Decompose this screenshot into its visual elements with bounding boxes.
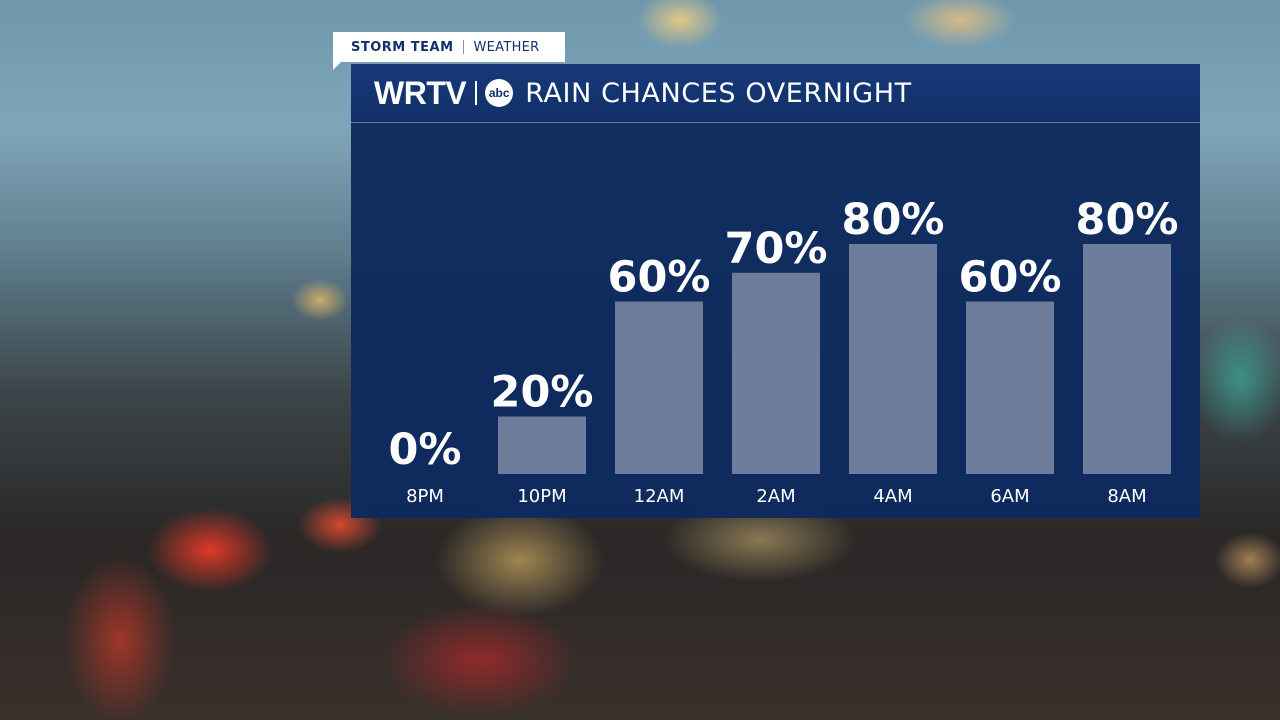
panel-header: WRTV abc RAIN CHANCES OVERNIGHT [351, 64, 1200, 123]
bar-4am [849, 244, 937, 474]
value-label-2am: 70% [725, 224, 828, 274]
value-label-6am: 60% [959, 253, 1062, 303]
bar-8am [1083, 244, 1171, 474]
bar-2am [732, 272, 820, 474]
rain-chance-bar-chart: 0% 8PM 20% 10PM 60% 12AM 70% 2AM 80% 4AM 60% 6AM 80%… [388, 195, 1179, 507]
storm-team-label: STORM TEAM [351, 39, 454, 55]
tick-label-8am: 8AM [1107, 486, 1146, 507]
header-divider [475, 81, 478, 105]
tick-label-8pm: 8PM [406, 486, 444, 507]
tag-divider [462, 40, 464, 54]
storm-team-tag: STORM TEAM WEATHER [333, 32, 565, 70]
tick-label-6am: 6AM [990, 486, 1029, 507]
bar-10pm [498, 416, 586, 474]
value-label-12am: 60% [608, 253, 711, 303]
tick-label-2am: 2AM [756, 486, 795, 507]
station-logo: WRTV [374, 74, 467, 111]
weather-label: WEATHER [473, 39, 540, 55]
value-label-8pm: 0% [388, 425, 461, 475]
tick-label-4am: 4AM [873, 486, 912, 507]
value-label-10pm: 20% [491, 368, 594, 418]
value-label-8am: 80% [1076, 195, 1179, 245]
value-label-4am: 80% [842, 195, 945, 245]
chart-panel: WRTV abc RAIN CHANCES OVERNIGHT 0% 8PM 20%… [351, 64, 1200, 518]
tick-label-12am: 12AM [634, 486, 685, 507]
abc-logo-icon: abc [485, 79, 514, 107]
bar-12am [615, 301, 703, 474]
chart-title: RAIN CHANCES OVERNIGHT [525, 77, 912, 109]
bar-6am [966, 301, 1054, 474]
tick-label-10pm: 10PM [517, 486, 566, 507]
